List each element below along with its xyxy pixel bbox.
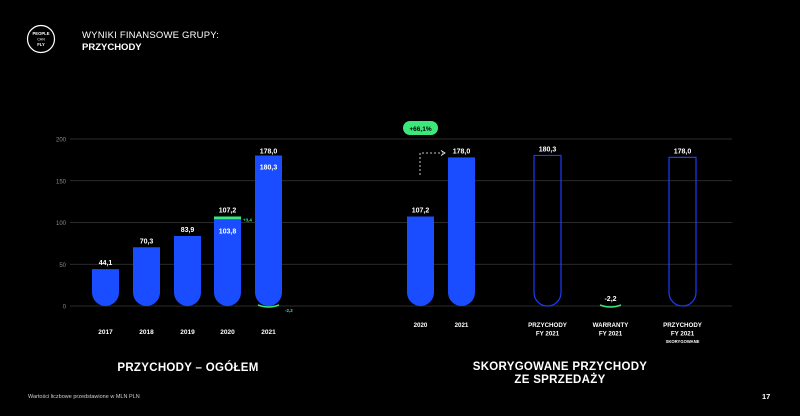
data-label-top: -2,2: [604, 296, 616, 303]
growth-badge-label: +66,1%: [409, 126, 431, 133]
logo-line3: FLY: [37, 42, 45, 47]
x-tick-label: FY 2021: [599, 331, 623, 338]
x-tick-label: 2017: [98, 329, 113, 336]
adjusted-bar-outline: [533, 154, 562, 307]
x-tick-label: 2021: [455, 322, 469, 329]
x-tick-label: FY 2021: [671, 331, 695, 338]
data-label-top: 107,2: [412, 207, 430, 214]
y-tick-label: 150: [56, 179, 67, 185]
page-subtitle: PRZYCHODY: [82, 42, 142, 53]
x-tick-label: 2018: [139, 329, 154, 336]
logo-line2: CAN: [37, 38, 45, 42]
y-tick-label: 0: [63, 305, 67, 311]
data-label-top: 178,0: [453, 148, 471, 155]
adjusted-bar: [448, 157, 475, 306]
x-tick-label: 2021: [261, 329, 276, 336]
x-tick-label: 2020: [220, 329, 235, 336]
x-tick-label: PRZYCHODY: [663, 322, 703, 329]
bar-2020-increment: [214, 216, 241, 220]
company-logo: PEOPLE CAN FLY: [26, 24, 56, 54]
section-label-total-revenue: PRZYCHODY – OGÓŁEM: [117, 362, 259, 374]
growth-arrow-head: [440, 150, 446, 156]
data-label-top: 178,0: [674, 148, 692, 155]
growth-arrow: [419, 152, 443, 175]
y-tick-label: 50: [59, 263, 66, 269]
data-label-top: 70,3: [140, 238, 154, 245]
x-tick-label: 2020: [414, 322, 428, 329]
bar-2020: [214, 219, 241, 306]
data-label-increment: +3,4: [243, 217, 252, 222]
x-tick-label: 2019: [180, 329, 195, 336]
bar-2021: [255, 155, 282, 306]
x-tick-label: SKORYGOWANE: [666, 339, 700, 344]
data-label-top: 180,3: [539, 146, 557, 153]
adjusted-bar-warrants: [599, 304, 622, 308]
data-label-top: 107,2: [219, 207, 237, 214]
data-label-decrement: -2,2: [285, 308, 293, 313]
data-label-top: 44,1: [99, 260, 113, 267]
y-tick-label: 200: [56, 138, 67, 144]
growth-badge: [403, 121, 438, 135]
y-tick-label: 100: [56, 221, 67, 227]
section-label-adjusted-line2: ZE SPRZEDAŻY: [514, 374, 606, 386]
page-number: 17: [762, 392, 771, 401]
data-label-inner: 180,3: [260, 164, 278, 171]
data-label-top: 178,0: [260, 148, 278, 155]
section-label-adjusted-line1: SKORYGOWANE PRZYCHODY: [472, 361, 648, 373]
bar-2018: [133, 247, 160, 306]
bar-2021-decrement: [257, 304, 280, 308]
x-tick-label: WARRANTY: [593, 322, 630, 329]
footnote: Wartości liczbowe przedstawione w MLN PL…: [28, 394, 140, 400]
section-label-adjusted-revenue: SKORYGOWANE PRZYCHODY ZE SPRZEDAŻY: [470, 361, 650, 387]
x-tick-label: FY 2021: [536, 331, 560, 338]
adjusted-bar: [407, 216, 434, 306]
x-tick-label: PRZYCHODY: [528, 322, 568, 329]
page-title: WYNIKI FINANSOWE GRUPY:: [82, 30, 220, 41]
logo-line1: PEOPLE: [33, 31, 50, 36]
adjusted-bar-outline: [668, 156, 697, 307]
bar-2017: [92, 269, 119, 306]
data-label-top: 83,9: [181, 227, 195, 234]
data-label-inner: 103,8: [219, 228, 237, 235]
bar-2019: [174, 235, 201, 306]
